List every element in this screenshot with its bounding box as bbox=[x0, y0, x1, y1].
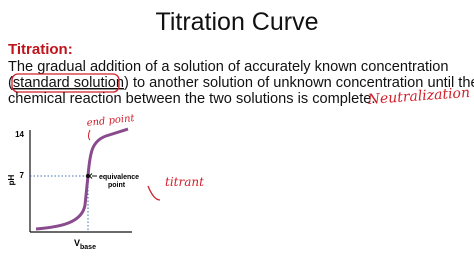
y-tick-label: 14 bbox=[15, 130, 24, 139]
point-label: equivalence bbox=[99, 174, 139, 181]
highlight: standard solution bbox=[13, 75, 124, 91]
x-label: V bbox=[74, 238, 80, 248]
handwritten-note: Neutralization bbox=[366, 85, 470, 108]
title: Titration Curve bbox=[155, 8, 318, 36]
x-label-sub: base bbox=[80, 244, 96, 251]
definition-line: The gradual addition of a solution of ac… bbox=[8, 59, 449, 75]
handwritten-box bbox=[11, 73, 120, 93]
equivalence-point bbox=[85, 173, 91, 179]
titration-curve bbox=[35, 127, 129, 231]
paren: ( bbox=[8, 75, 13, 91]
point-label: point bbox=[108, 182, 126, 189]
term: Titration: bbox=[8, 41, 73, 58]
definition-line: chemical reaction between the two soluti… bbox=[8, 91, 375, 107]
y-axis-label: pH bbox=[7, 174, 16, 185]
arrowhead bbox=[88, 173, 93, 179]
handwritten-mark bbox=[147, 185, 161, 201]
handwritten-mark bbox=[88, 129, 91, 141]
handwritten-note: titrant bbox=[165, 175, 204, 189]
y-tick-label: 7 bbox=[20, 171, 25, 180]
definition-line: (standard solution) to another solution … bbox=[8, 75, 474, 91]
x-axis-label: Vbase bbox=[74, 238, 96, 251]
definition-text: ) to another solution of unknown concent… bbox=[124, 75, 474, 91]
handwritten-note: end point bbox=[86, 113, 136, 129]
